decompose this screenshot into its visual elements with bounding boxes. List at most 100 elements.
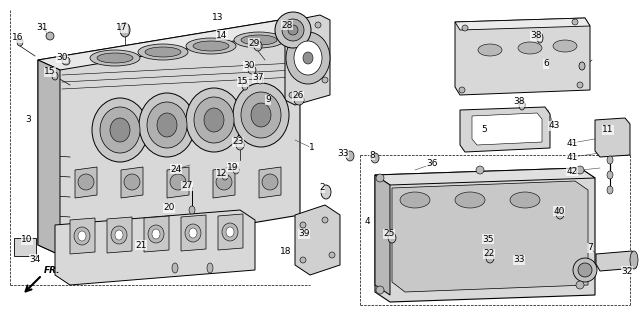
Ellipse shape	[630, 251, 638, 269]
Text: 33: 33	[337, 149, 349, 158]
Ellipse shape	[262, 174, 278, 190]
Ellipse shape	[553, 40, 577, 52]
Ellipse shape	[236, 140, 244, 150]
Text: 16: 16	[12, 33, 24, 42]
Polygon shape	[472, 113, 542, 145]
Ellipse shape	[242, 82, 248, 90]
Text: 27: 27	[181, 182, 193, 190]
Text: 8: 8	[369, 151, 375, 160]
Ellipse shape	[110, 118, 130, 142]
Ellipse shape	[376, 286, 384, 294]
Ellipse shape	[289, 25, 295, 31]
Ellipse shape	[157, 113, 177, 137]
Ellipse shape	[100, 107, 140, 153]
Ellipse shape	[300, 257, 306, 263]
Ellipse shape	[207, 263, 213, 273]
Ellipse shape	[577, 82, 583, 88]
Text: 43: 43	[548, 122, 560, 130]
Text: 34: 34	[29, 255, 41, 263]
Ellipse shape	[486, 253, 494, 263]
Ellipse shape	[376, 174, 384, 182]
Ellipse shape	[147, 102, 187, 148]
Ellipse shape	[52, 72, 58, 80]
Ellipse shape	[92, 98, 148, 162]
Text: 19: 19	[227, 162, 239, 172]
Ellipse shape	[576, 281, 584, 289]
Ellipse shape	[241, 92, 281, 138]
Ellipse shape	[189, 206, 195, 214]
Bar	[14, 238, 36, 256]
Ellipse shape	[186, 38, 236, 54]
Polygon shape	[375, 168, 595, 185]
Polygon shape	[55, 210, 255, 285]
Ellipse shape	[194, 97, 234, 143]
Polygon shape	[38, 20, 300, 70]
Text: 11: 11	[602, 125, 614, 135]
Ellipse shape	[152, 229, 160, 239]
Ellipse shape	[251, 103, 271, 127]
Ellipse shape	[329, 252, 335, 258]
Ellipse shape	[476, 166, 484, 174]
Ellipse shape	[216, 174, 232, 190]
Text: 37: 37	[252, 73, 264, 83]
Ellipse shape	[459, 87, 465, 93]
Polygon shape	[38, 60, 60, 255]
Polygon shape	[144, 216, 169, 252]
Text: 15: 15	[237, 78, 249, 86]
Ellipse shape	[572, 19, 578, 25]
Text: 36: 36	[426, 160, 438, 168]
Ellipse shape	[254, 41, 262, 51]
Ellipse shape	[62, 57, 70, 65]
Ellipse shape	[233, 83, 289, 147]
Polygon shape	[38, 20, 300, 255]
Ellipse shape	[234, 32, 284, 48]
Text: 3: 3	[25, 115, 31, 124]
Ellipse shape	[300, 222, 306, 228]
Ellipse shape	[17, 38, 23, 46]
Polygon shape	[375, 168, 595, 302]
Text: 18: 18	[280, 248, 292, 256]
Text: 29: 29	[248, 39, 260, 48]
Polygon shape	[455, 18, 590, 95]
Text: 42: 42	[566, 167, 578, 175]
Ellipse shape	[115, 230, 123, 240]
Text: 33: 33	[513, 256, 525, 264]
Ellipse shape	[607, 156, 613, 164]
Ellipse shape	[288, 25, 298, 35]
Polygon shape	[167, 167, 189, 198]
Ellipse shape	[322, 77, 328, 83]
Ellipse shape	[556, 209, 564, 219]
Text: 17: 17	[116, 24, 128, 33]
Text: 14: 14	[216, 31, 228, 40]
Polygon shape	[285, 15, 330, 105]
Ellipse shape	[478, 44, 502, 56]
Text: 39: 39	[298, 229, 310, 239]
Ellipse shape	[189, 228, 197, 238]
Ellipse shape	[111, 226, 127, 244]
Ellipse shape	[97, 53, 133, 63]
Ellipse shape	[303, 52, 313, 64]
Ellipse shape	[573, 258, 597, 282]
Ellipse shape	[322, 217, 328, 223]
Text: 2: 2	[319, 183, 325, 192]
Text: 40: 40	[554, 206, 564, 216]
Polygon shape	[70, 218, 95, 254]
Ellipse shape	[346, 151, 354, 161]
Text: 10: 10	[21, 235, 33, 244]
Text: 22: 22	[483, 249, 495, 258]
Ellipse shape	[388, 233, 396, 243]
Ellipse shape	[455, 192, 485, 208]
Polygon shape	[107, 217, 132, 253]
Ellipse shape	[78, 174, 94, 190]
Ellipse shape	[74, 227, 90, 245]
Ellipse shape	[124, 174, 140, 190]
Ellipse shape	[78, 231, 86, 241]
Ellipse shape	[371, 153, 379, 163]
Ellipse shape	[578, 263, 592, 277]
Ellipse shape	[193, 41, 229, 51]
Ellipse shape	[204, 108, 224, 132]
Ellipse shape	[294, 95, 304, 105]
Polygon shape	[375, 175, 390, 295]
Polygon shape	[121, 167, 143, 198]
Text: 26: 26	[292, 92, 304, 100]
